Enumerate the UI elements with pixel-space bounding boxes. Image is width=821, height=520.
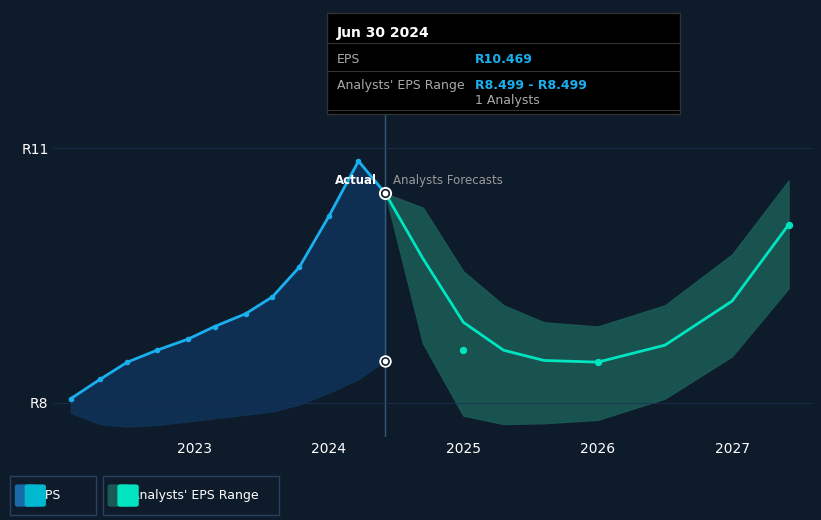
Point: [239, 309, 252, 318]
Text: Jun 30 2024: Jun 30 2024: [337, 26, 429, 40]
Point: [378, 356, 392, 365]
Text: EPS: EPS: [38, 489, 61, 502]
Point: [323, 212, 336, 220]
Point: [293, 263, 306, 271]
Point: [64, 395, 77, 403]
Point: [208, 322, 221, 331]
Point: [378, 189, 392, 198]
Text: Analysts' EPS Range: Analysts' EPS Range: [131, 489, 259, 502]
Point: [591, 358, 604, 366]
Point: [378, 189, 392, 198]
Point: [456, 346, 470, 355]
Point: [378, 356, 392, 365]
Text: EPS: EPS: [337, 53, 360, 66]
Point: [782, 220, 796, 229]
Text: Actual: Actual: [335, 174, 378, 187]
Text: 1 Analysts: 1 Analysts: [475, 94, 539, 107]
Text: R8.499 - R8.499: R8.499 - R8.499: [475, 79, 586, 93]
Text: Analysts Forecasts: Analysts Forecasts: [393, 174, 503, 187]
Point: [121, 358, 134, 366]
Text: Analysts' EPS Range: Analysts' EPS Range: [337, 79, 464, 93]
Point: [378, 356, 392, 365]
Point: [352, 157, 365, 165]
Point: [378, 189, 392, 198]
Point: [378, 189, 392, 198]
Point: [181, 335, 195, 343]
Point: [266, 293, 279, 301]
Text: R10.469: R10.469: [475, 53, 532, 66]
Point: [94, 375, 107, 383]
Point: [150, 346, 163, 355]
